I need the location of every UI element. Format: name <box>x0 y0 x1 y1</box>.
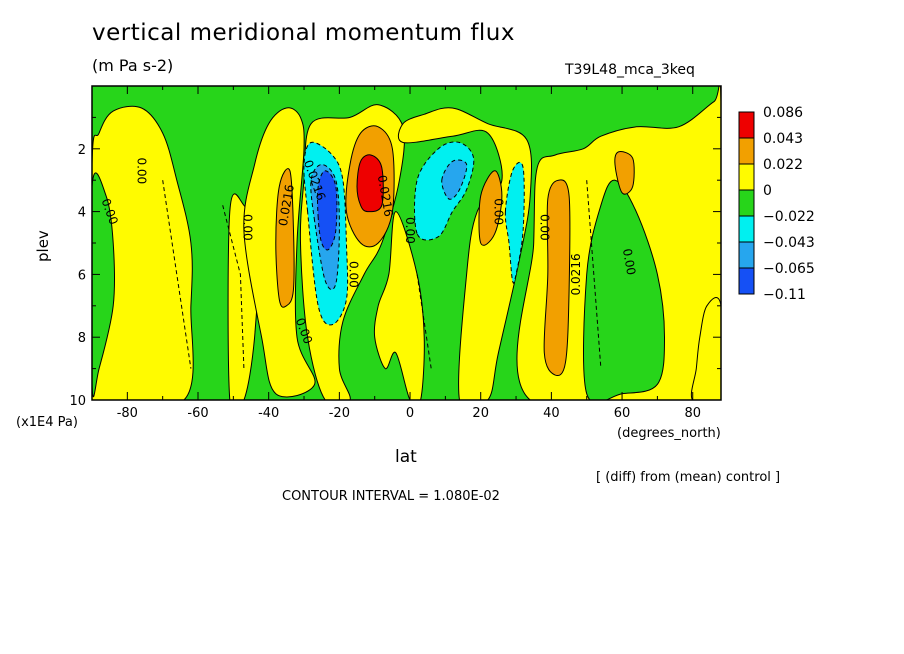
colorbar-swatch <box>738 267 755 295</box>
contour-label: 0.00 <box>537 214 551 241</box>
contour-region-orange <box>614 151 635 195</box>
colorbar-label: −0.022 <box>763 209 815 225</box>
diff-note: [ (diff) from (mean) control ] <box>596 470 781 485</box>
run-label: T39L48_mca_3keq <box>565 62 695 78</box>
x-tick-label: 80 <box>684 406 701 421</box>
x-tick-label: -40 <box>258 406 279 421</box>
colorbar-swatch <box>738 241 755 269</box>
colorbar-label: 0.022 <box>763 157 803 173</box>
contour-label-group: 0.00 <box>347 261 361 288</box>
contour-label: 0.00 <box>135 157 149 184</box>
colorbar-label: 0.043 <box>763 131 803 147</box>
colorbar-swatch <box>738 163 755 191</box>
contour-region-orange <box>478 170 503 246</box>
contour-region-orange <box>275 168 295 308</box>
contour-label-group: 0.00 <box>491 198 505 225</box>
negative-contour-line <box>416 274 432 369</box>
contour-label: 0.00 <box>241 214 255 241</box>
chart-units: (m Pa s-2) <box>92 56 174 75</box>
y-tick-label: 8 <box>78 331 86 346</box>
contour-region-blue <box>317 170 338 251</box>
contour-label-group: 0.00 <box>241 214 255 241</box>
colorbar-label: −0.043 <box>763 235 815 251</box>
x-tick-label: 20 <box>472 406 489 421</box>
filled-contours <box>92 86 721 400</box>
contour-label-group: 0.0216 <box>569 253 583 295</box>
colorbar-label: −0.11 <box>763 287 806 303</box>
contour-label: 0.00 <box>620 247 638 276</box>
y-tick-label: 2 <box>78 143 86 158</box>
contour-label-group: 0.00 <box>135 157 149 184</box>
contour-label: 0.00 <box>403 217 417 244</box>
contour-interval: CONTOUR INTERVAL = 1.080E-02 <box>282 489 500 504</box>
contour-label: 0.0216 <box>569 253 583 295</box>
negative-contour-line <box>586 180 602 369</box>
contour-label: 0.00 <box>491 198 505 225</box>
contour-label-group: 0.00 <box>537 214 551 241</box>
contour-region-lightblue <box>441 159 468 200</box>
y-tick-label: 10 <box>69 394 86 409</box>
x-axis-unit: (degrees_north) <box>617 426 721 441</box>
contour-region-green <box>583 179 666 400</box>
axes: -80 -60 -40 -20 0 20 40 60 80 2 4 6 8 10 <box>69 86 721 421</box>
colorbar-swatch <box>738 215 755 243</box>
x-tick-label: -60 <box>187 406 208 421</box>
contour-label-group: 0.00 <box>403 217 417 244</box>
colorbar-label: 0.086 <box>763 105 803 121</box>
y-axis-unit: (x1E4 Pa) <box>16 415 78 430</box>
x-axis-label: lat <box>395 447 417 467</box>
contour-region-cyan <box>504 161 525 284</box>
contour-label-group: 0.00 <box>620 247 638 276</box>
x-tick-label: -20 <box>329 406 350 421</box>
contour-region-green <box>92 172 116 398</box>
contour-region-yellow <box>397 107 533 400</box>
x-tick-label: 60 <box>614 406 631 421</box>
negative-contour-line <box>162 180 192 369</box>
colorbar-swatch <box>738 189 755 217</box>
x-tick-label: -80 <box>117 406 138 421</box>
y-tick-label: 4 <box>78 206 86 221</box>
x-tick-label: 0 <box>406 406 414 421</box>
contour-region-red <box>356 154 384 213</box>
contour-region-yellow <box>373 211 425 400</box>
contour-region-yellow <box>92 105 194 400</box>
colorbar-swatch <box>738 111 755 139</box>
colorbar-legend: 0.086 0.043 0.022 0 −0.022 −0.043 −0.065 −0.11 <box>738 105 815 303</box>
y-tick-label: 6 <box>78 268 86 283</box>
contour-region-yellow <box>690 297 721 400</box>
colorbar-label: −0.065 <box>763 261 815 277</box>
colorbar-swatch <box>738 137 755 165</box>
contour-label: 0.00 <box>347 261 361 288</box>
contour-region-orange <box>543 179 571 377</box>
x-tick-label: 40 <box>543 406 560 421</box>
colorbar-label: 0 <box>763 183 772 199</box>
negative-contour-line <box>222 205 245 369</box>
chart-title: vertical meridional momentum flux <box>92 20 515 46</box>
